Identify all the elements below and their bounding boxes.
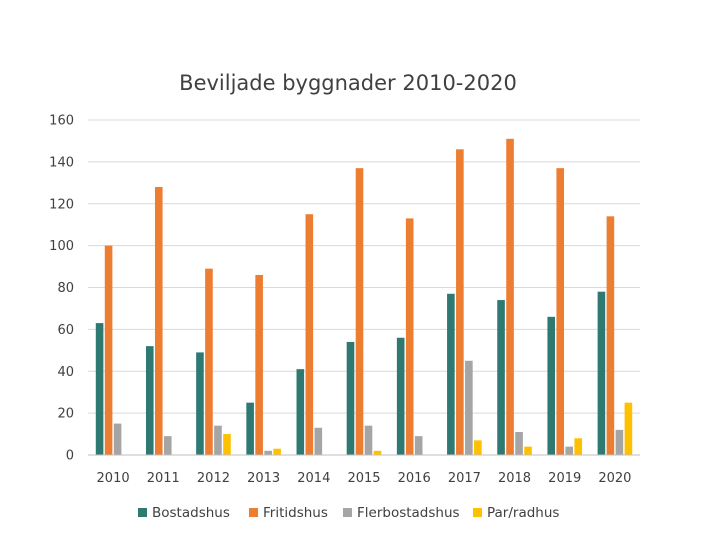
bars xyxy=(95,138,633,455)
bar-flerbostadshus-2014 xyxy=(314,427,323,455)
bar-flerbostadshus-2011 xyxy=(163,436,172,455)
legend-label-fritidshus: Fritidshus xyxy=(263,505,328,521)
bar-bostadshus-2013 xyxy=(246,402,254,455)
y-tick-label: 80 xyxy=(57,281,74,296)
bar-par-radhus-2013 xyxy=(273,448,281,455)
y-tick-label: 160 xyxy=(49,114,74,129)
legend-swatch-flerbostadshus xyxy=(343,508,352,517)
bar-flerbostadshus-2013 xyxy=(264,450,272,455)
bar-bostadshus-2014 xyxy=(296,369,305,455)
x-tick-label: 2016 xyxy=(398,471,431,486)
legend-swatch-par-radhus xyxy=(473,508,482,517)
bar-par-radhus-2018 xyxy=(524,446,532,455)
bar-fritidshus-2020 xyxy=(606,216,615,455)
bar-fritidshus-2018 xyxy=(506,138,514,455)
bar-fritidshus-2011 xyxy=(154,187,163,455)
bar-bostadshus-2018 xyxy=(497,300,505,455)
bar-flerbostadshus-2010 xyxy=(113,423,122,455)
bar-par-radhus-2017 xyxy=(474,440,482,455)
x-tick-label: 2015 xyxy=(347,471,380,486)
y-tick-label: 120 xyxy=(49,197,74,212)
x-tick-label: 2020 xyxy=(598,471,631,486)
y-tick-label: 0 xyxy=(66,449,74,464)
x-tick-label: 2018 xyxy=(498,471,531,486)
legend-label-flerbostadshus: Flerbostadshus xyxy=(357,505,460,521)
bar-bostadshus-2010 xyxy=(95,323,104,455)
bar-bostadshus-2017 xyxy=(447,293,455,455)
x-tick-label: 2012 xyxy=(197,471,230,486)
bar-par-radhus-2012 xyxy=(223,434,231,455)
x-tick-label: 2019 xyxy=(548,471,581,486)
bar-bostadshus-2015 xyxy=(346,341,355,455)
bar-fritidshus-2016 xyxy=(405,218,414,455)
bar-fritidshus-2017 xyxy=(456,149,464,455)
bar-fritidshus-2010 xyxy=(104,245,113,455)
y-tick-label: 140 xyxy=(49,155,74,170)
x-tick-label: 2010 xyxy=(97,471,130,486)
bar-bostadshus-2016 xyxy=(396,337,405,455)
bar-fritidshus-2014 xyxy=(305,214,314,455)
y-tick-label: 100 xyxy=(49,239,74,254)
bar-flerbostadshus-2012 xyxy=(214,425,222,455)
bar-bostadshus-2019 xyxy=(547,316,556,455)
bar-flerbostadshus-2015 xyxy=(364,425,373,455)
x-axis-tick-labels: 2010 2011 2012 2013 2014 2015 2016 2017 2018 2019… xyxy=(97,471,632,486)
bar-par-radhus-2015 xyxy=(373,450,382,455)
bar-fritidshus-2019 xyxy=(556,168,565,455)
bar-bostadshus-2020 xyxy=(597,291,606,455)
x-tick-label: 2013 xyxy=(247,471,280,486)
y-tick-label: 20 xyxy=(57,407,74,422)
bar-flerbostadshus-2020 xyxy=(615,429,624,455)
gridlines xyxy=(88,119,640,414)
y-tick-label: 60 xyxy=(57,323,74,338)
bar-bostadshus-2011 xyxy=(145,346,154,455)
bar-flerbostadshus-2017 xyxy=(465,360,473,455)
bar-par-radhus-2020 xyxy=(624,402,633,455)
bar-flerbostadshus-2016 xyxy=(414,436,423,455)
x-tick-label: 2017 xyxy=(448,471,481,486)
legend-label-par-radhus: Par/radhus xyxy=(487,505,559,521)
chart-title: Beviljade byggnader 2010-2020 xyxy=(179,71,517,95)
bar-fritidshus-2015 xyxy=(355,168,364,455)
bar-fritidshus-2013 xyxy=(255,274,263,455)
y-tick-label: 40 xyxy=(57,365,74,380)
bar-bostadshus-2012 xyxy=(196,352,204,455)
legend-label-bostadshus: Bostadshus xyxy=(152,505,230,521)
legend-swatch-fritidshus xyxy=(249,508,258,517)
bar-par-radhus-2019 xyxy=(574,438,583,455)
x-tick-label: 2014 xyxy=(297,471,330,486)
legend-swatch-bostadshus xyxy=(138,508,147,517)
x-tick-label: 2011 xyxy=(147,471,180,486)
legend: Bostadshus Fritidshus Flerbostadshus Par/ra… xyxy=(138,505,559,521)
y-axis-tick-labels: 0 20 40 60 80 100 120 140 160 xyxy=(49,114,74,464)
bar-flerbostadshus-2019 xyxy=(565,446,574,455)
bar-fritidshus-2012 xyxy=(205,268,213,455)
bar-flerbostadshus-2018 xyxy=(515,431,523,455)
